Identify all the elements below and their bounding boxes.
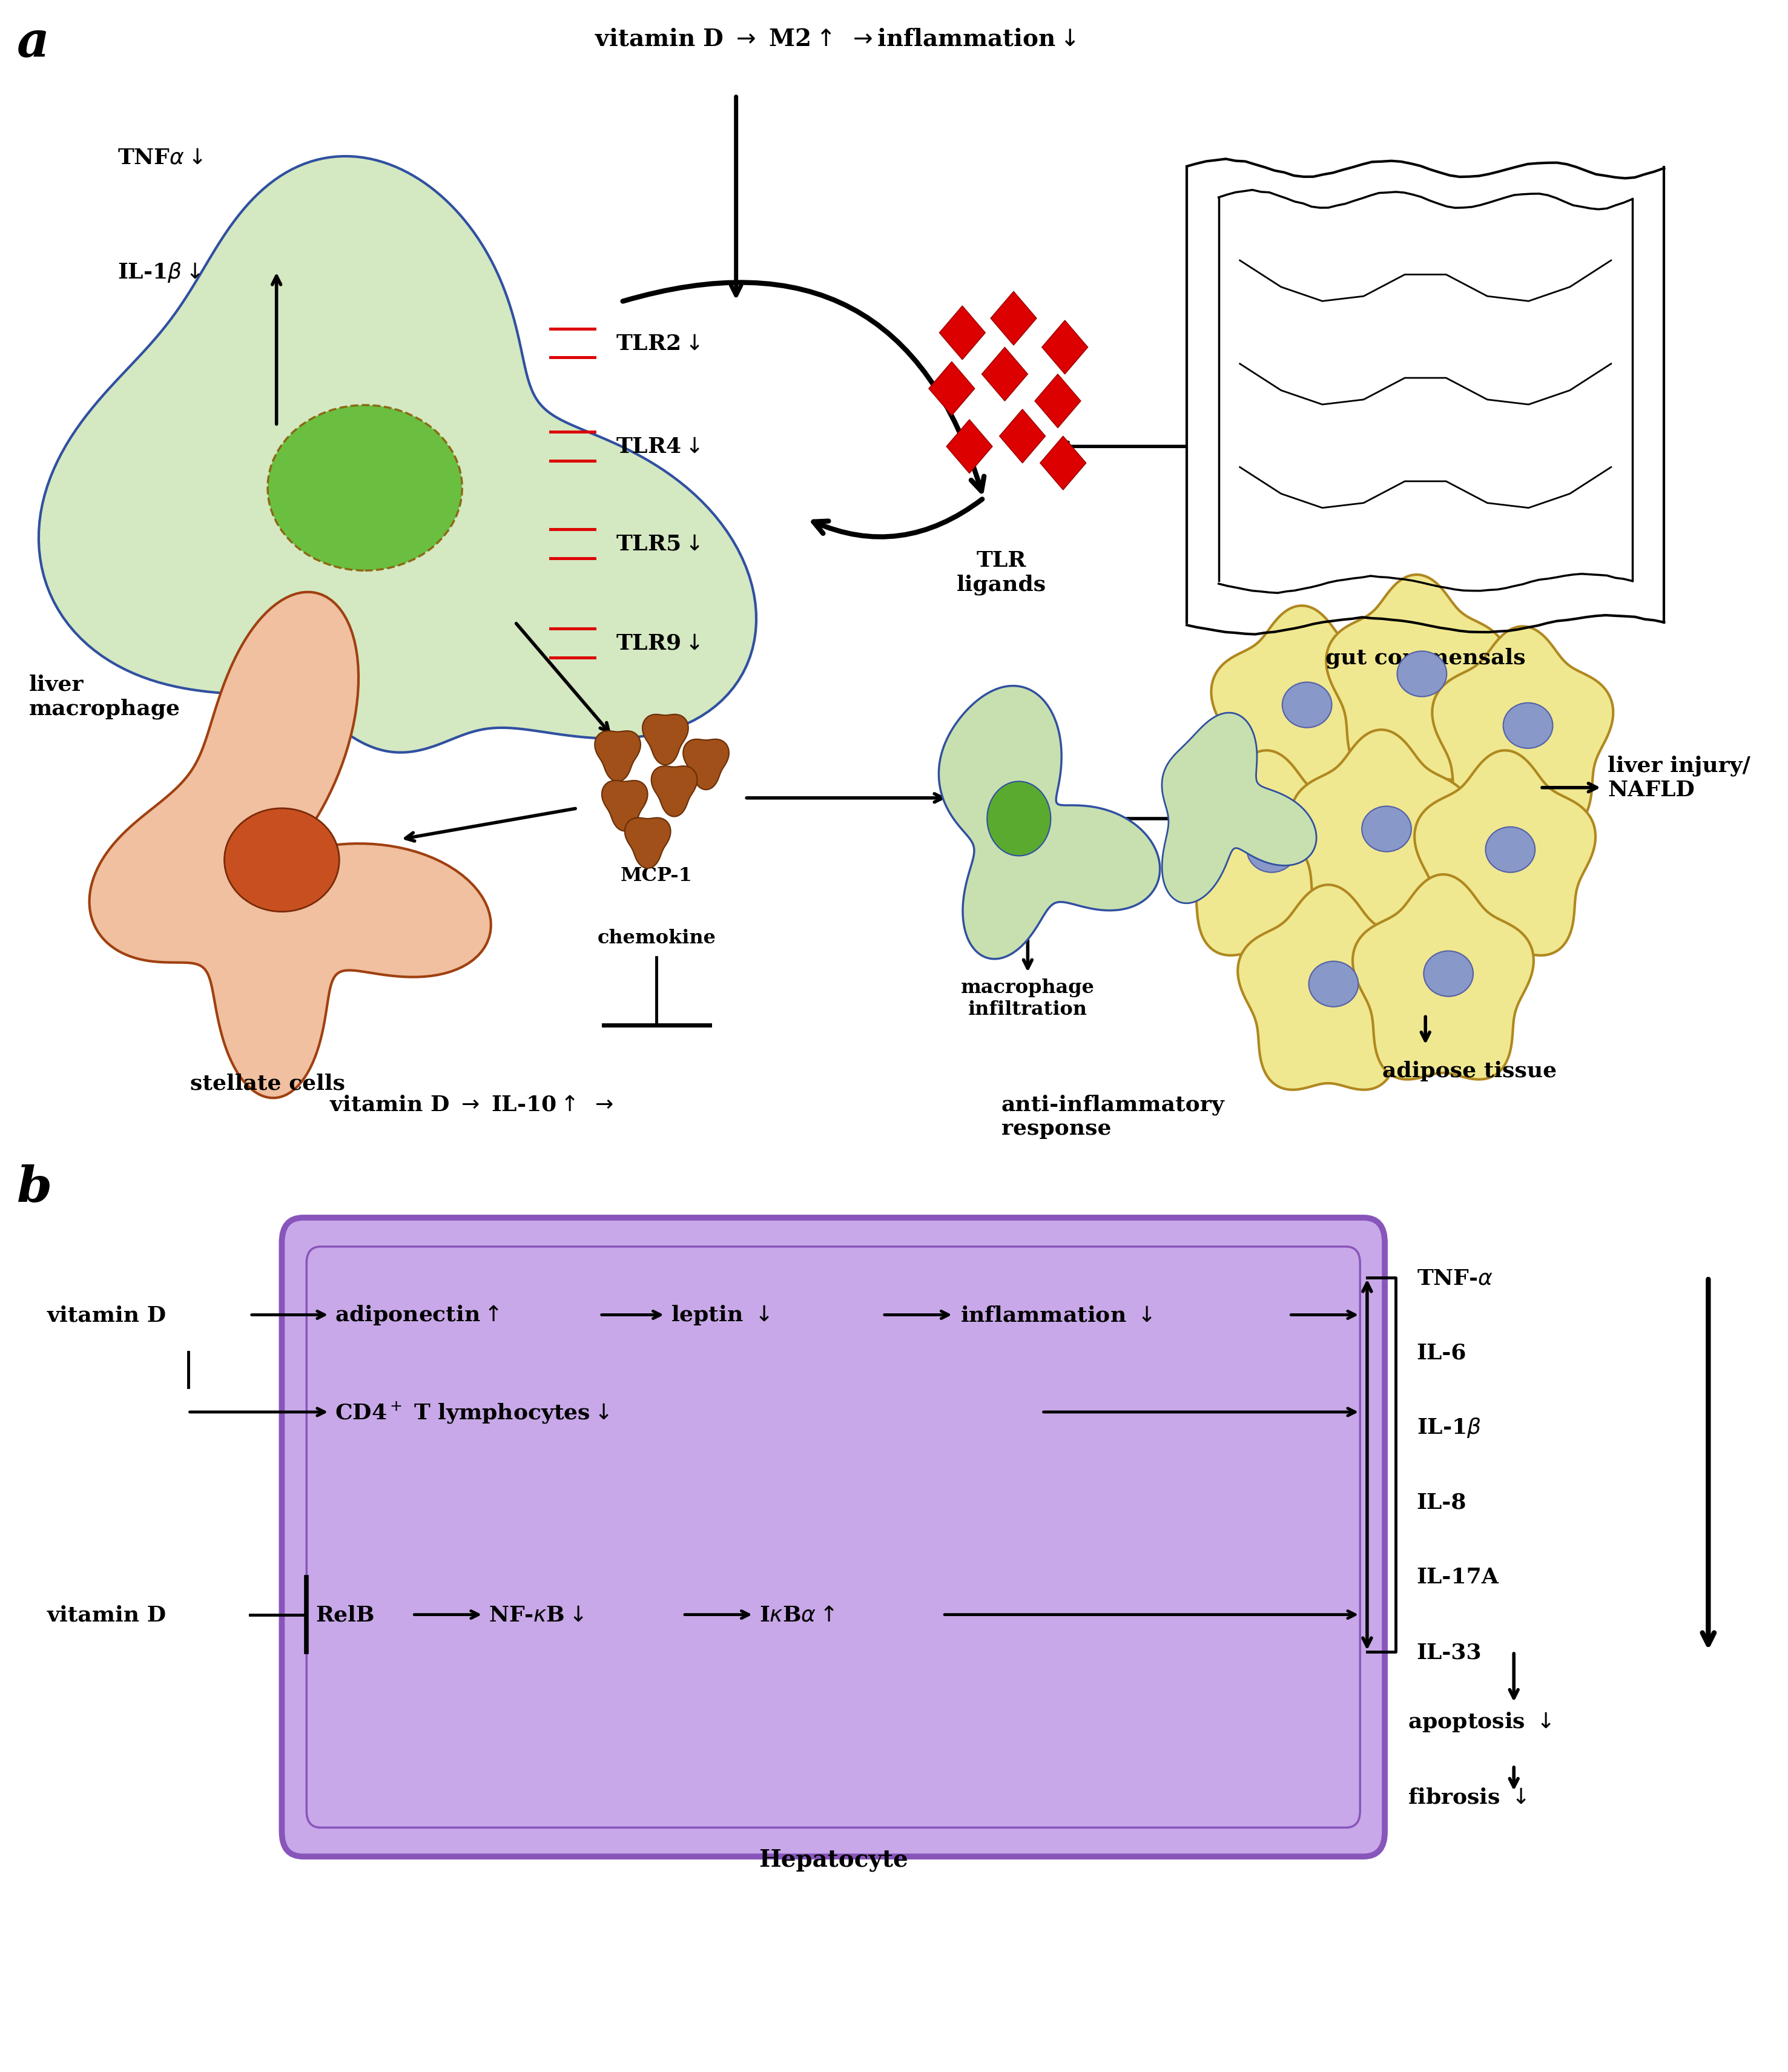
Polygon shape	[683, 740, 730, 789]
Polygon shape	[1162, 713, 1316, 903]
Ellipse shape	[268, 406, 461, 572]
Text: CD4$^+$ T lymphocytes$\downarrow$: CD4$^+$ T lymphocytes$\downarrow$	[334, 1399, 610, 1426]
Ellipse shape	[1423, 951, 1473, 997]
Polygon shape	[1432, 626, 1613, 831]
Text: vitamin D $\rightarrow$ IL-10$\uparrow$ $\rightarrow$: vitamin D $\rightarrow$ IL-10$\uparrow$ …	[329, 1094, 613, 1115]
Text: stellate cells: stellate cells	[190, 1073, 345, 1094]
Text: IL-6: IL-6	[1416, 1343, 1466, 1363]
Text: adiponectin$\uparrow$: adiponectin$\uparrow$	[334, 1303, 499, 1326]
Text: IL-17A: IL-17A	[1416, 1566, 1498, 1587]
Text: gut commensals: gut commensals	[1325, 646, 1525, 669]
Text: IL-33: IL-33	[1416, 1641, 1482, 1662]
Polygon shape	[946, 421, 992, 474]
Text: chemokine: chemokine	[597, 928, 715, 947]
Polygon shape	[1177, 750, 1357, 955]
Polygon shape	[651, 767, 697, 816]
Text: TLR4$\downarrow$: TLR4$\downarrow$	[615, 437, 701, 458]
Text: vitamin D $\rightarrow$ M2$\uparrow$ $\rightarrow$inflammation$\downarrow$: vitamin D $\rightarrow$ M2$\uparrow$ $\r…	[595, 27, 1076, 50]
Text: TLR2$\downarrow$: TLR2$\downarrow$	[615, 334, 701, 354]
Polygon shape	[1035, 375, 1080, 429]
Polygon shape	[928, 363, 974, 416]
Text: inflammation $\downarrow$: inflammation $\downarrow$	[960, 1305, 1153, 1326]
Polygon shape	[595, 731, 640, 781]
Polygon shape	[39, 157, 756, 752]
Text: NF-$\kappa$B$\downarrow$: NF-$\kappa$B$\downarrow$	[488, 1604, 585, 1624]
Polygon shape	[939, 307, 985, 361]
Text: macrophage
infiltration: macrophage infiltration	[960, 978, 1094, 1019]
Ellipse shape	[1282, 682, 1332, 727]
Text: Hepatocyte: Hepatocyte	[758, 1848, 908, 1871]
Polygon shape	[982, 348, 1028, 402]
Polygon shape	[1354, 874, 1534, 1080]
Text: IL-1$\beta\downarrow$: IL-1$\beta\downarrow$	[118, 261, 200, 284]
Text: RelB: RelB	[315, 1604, 374, 1624]
Ellipse shape	[1362, 806, 1411, 852]
Text: fibrosis $\downarrow$: fibrosis $\downarrow$	[1407, 1786, 1527, 1807]
Polygon shape	[624, 818, 670, 868]
Text: TLR9$\downarrow$: TLR9$\downarrow$	[615, 632, 701, 653]
Polygon shape	[642, 715, 688, 765]
Text: b: b	[16, 1164, 52, 1212]
Ellipse shape	[1309, 961, 1359, 1007]
Text: adipose tissue: adipose tissue	[1382, 1061, 1557, 1082]
Text: TNF-$\alpha$: TNF-$\alpha$	[1416, 1268, 1493, 1289]
Text: TLR
ligands: TLR ligands	[957, 551, 1046, 595]
FancyBboxPatch shape	[283, 1218, 1384, 1857]
Text: IL-8: IL-8	[1416, 1492, 1466, 1513]
Text: MCP-1: MCP-1	[620, 866, 692, 885]
Polygon shape	[1042, 321, 1087, 375]
Text: apoptosis $\downarrow$: apoptosis $\downarrow$	[1407, 1709, 1552, 1732]
Text: vitamin D: vitamin D	[46, 1604, 166, 1624]
Text: anti-inflammatory
response: anti-inflammatory response	[1001, 1094, 1225, 1140]
Polygon shape	[1327, 576, 1507, 779]
Circle shape	[987, 781, 1051, 856]
Polygon shape	[1041, 437, 1085, 491]
Text: vitamin D: vitamin D	[46, 1305, 166, 1326]
Text: leptin $\downarrow$: leptin $\downarrow$	[670, 1303, 769, 1326]
Polygon shape	[603, 781, 647, 831]
Polygon shape	[1237, 885, 1418, 1090]
Text: I$\kappa$B$\alpha\uparrow$: I$\kappa$B$\alpha\uparrow$	[760, 1604, 835, 1624]
Polygon shape	[1414, 750, 1595, 955]
Ellipse shape	[1246, 827, 1296, 872]
Polygon shape	[991, 292, 1037, 346]
Text: TLR5$\downarrow$: TLR5$\downarrow$	[615, 535, 701, 555]
Polygon shape	[1291, 729, 1472, 934]
Polygon shape	[999, 410, 1046, 464]
Polygon shape	[89, 593, 492, 1098]
Text: a: a	[16, 19, 50, 68]
Ellipse shape	[1504, 702, 1552, 748]
Polygon shape	[939, 686, 1160, 959]
Ellipse shape	[1396, 651, 1446, 696]
Ellipse shape	[223, 808, 340, 912]
Text: liver
macrophage: liver macrophage	[29, 673, 181, 719]
Text: TNF$\alpha\downarrow$: TNF$\alpha\downarrow$	[118, 147, 202, 168]
Ellipse shape	[1486, 827, 1536, 872]
Text: liver injury/
NAFLD: liver injury/ NAFLD	[1607, 756, 1750, 800]
Text: IL-1$\beta$: IL-1$\beta$	[1416, 1415, 1480, 1438]
Polygon shape	[1210, 607, 1393, 810]
